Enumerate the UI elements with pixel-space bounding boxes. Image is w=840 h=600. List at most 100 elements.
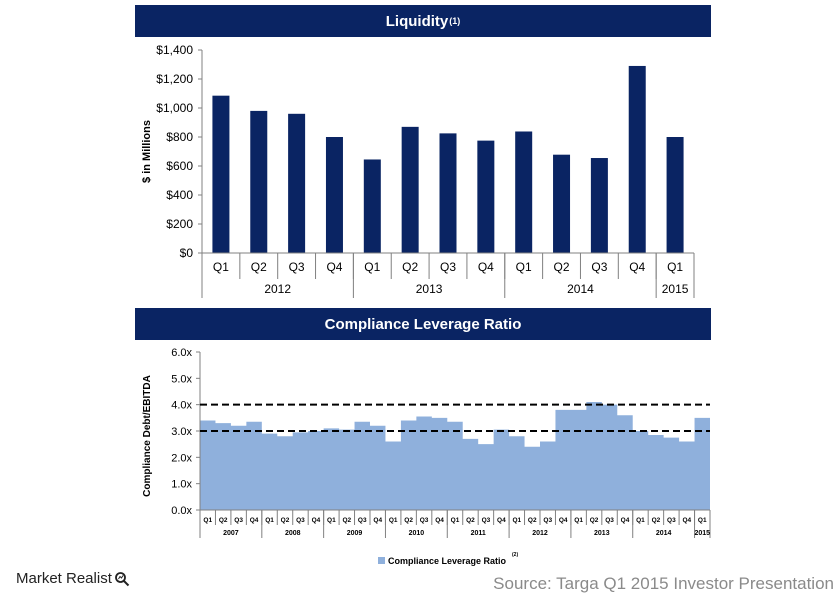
y-tick-label: $400 xyxy=(166,188,193,202)
x-tick-label: Q1 xyxy=(451,517,460,524)
y-tick-label: 2.0x xyxy=(171,452,192,464)
x-tick-label: Q2 xyxy=(251,260,267,274)
y-axis-title: Compliance Debt/EBITDA xyxy=(142,375,153,497)
bar xyxy=(477,140,495,253)
liquidity-title-footnote: (1) xyxy=(449,16,461,26)
x-tick-label: Q2 xyxy=(466,517,475,524)
bar xyxy=(212,95,230,253)
liquidity-title-banner: Liquidity (1) xyxy=(135,5,711,37)
x-group-label: 2014 xyxy=(656,530,672,537)
x-tick-label: Q3 xyxy=(420,517,429,524)
leverage-area-chart: 0.0x 1.0x 2.0x 3.0x 4.0x 5.0x 6.0x Compliance D… xyxy=(142,347,711,566)
x-group-label: 2015 xyxy=(694,530,710,537)
bar xyxy=(288,113,306,253)
x-tick-label: Q2 xyxy=(402,260,418,274)
leverage-title-banner: Compliance Leverage Ratio xyxy=(135,308,711,340)
x-tick-label: Q2 xyxy=(652,517,661,524)
liquidity-bar-chart: $0 $200 $400 $600 $800 $1,000 $1,200 $1,400 $ in… xyxy=(141,43,695,298)
x-group-label: 2008 xyxy=(285,530,301,537)
x-tick-label: Q1 xyxy=(516,260,532,274)
legend-swatch xyxy=(378,557,385,564)
x-tick-label: Q4 xyxy=(629,260,645,274)
x-group-label: 2015 xyxy=(662,282,689,296)
y-tick-label: 6.0x xyxy=(171,347,192,359)
x-group-label: 2011 xyxy=(471,530,486,537)
x-tick-label: Q2 xyxy=(219,517,228,524)
y-tick-label: $1,200 xyxy=(156,72,193,86)
y-tick-label: 4.0x xyxy=(171,400,192,412)
x-tick-label: Q3 xyxy=(358,517,367,524)
x-tick-label: Q4 xyxy=(478,260,494,274)
y-tick-label: $0 xyxy=(180,246,194,260)
x-tick-label: Q4 xyxy=(312,517,321,524)
bar xyxy=(439,133,457,253)
legend-label: Compliance Leverage Ratio xyxy=(388,556,507,566)
x-tick-label: Q2 xyxy=(404,517,413,524)
y-tick-label: $1,400 xyxy=(156,43,193,57)
bar xyxy=(515,131,533,253)
y-axis-title: $ in Millions xyxy=(141,120,153,183)
logo-text: Market Realist xyxy=(16,570,112,587)
legend: Compliance Leverage Ratio (2) xyxy=(378,552,518,566)
leverage-title: Compliance Leverage Ratio xyxy=(324,315,522,333)
y-tick-label: 3.0x xyxy=(171,426,192,438)
x-tick-label: Q1 xyxy=(203,517,212,524)
x-tick-label: Q4 xyxy=(373,517,382,524)
x-tick-label: Q4 xyxy=(326,260,342,274)
x-tick-label: Q3 xyxy=(667,517,676,524)
x-group-label: 2012 xyxy=(264,282,291,296)
y-tick-label: 1.0x xyxy=(171,479,192,491)
magnifier-icon xyxy=(114,571,130,586)
x-tick-label: Q4 xyxy=(559,517,568,524)
bar xyxy=(666,137,684,253)
x-tick-label: Q2 xyxy=(342,517,351,524)
x-tick-label: Q3 xyxy=(482,517,491,524)
x-tick-label: Q1 xyxy=(667,260,683,274)
y-tick-label: $800 xyxy=(166,130,193,144)
x-tick-label: Q3 xyxy=(543,517,552,524)
x-group-label: 2009 xyxy=(347,530,363,537)
x-tick-label: Q1 xyxy=(698,517,707,524)
x-tick-label: Q1 xyxy=(574,517,583,524)
x-tick-label: Q4 xyxy=(682,517,691,524)
x-group-label: 2013 xyxy=(594,530,610,537)
market-realist-logo: Market Realist xyxy=(16,570,130,587)
x-tick-label: Q3 xyxy=(289,260,305,274)
source-note: Source: Targa Q1 2015 Investor Presentat… xyxy=(493,574,834,593)
x-tick-label: Q1 xyxy=(512,517,521,524)
bar xyxy=(590,158,608,253)
x-tick-label: Q2 xyxy=(554,260,570,274)
x-group-label: 2007 xyxy=(223,530,239,537)
bar xyxy=(401,126,419,253)
bar xyxy=(628,65,646,253)
x-group-label: 2012 xyxy=(532,530,548,537)
x-tick-label: Q2 xyxy=(281,517,290,524)
liquidity-title: Liquidity xyxy=(385,12,449,30)
bar xyxy=(325,137,343,253)
x-tick-label: Q3 xyxy=(296,517,305,524)
x-tick-label: Q4 xyxy=(435,517,444,524)
leverage-area xyxy=(200,402,710,510)
y-tick-label: 0.0x xyxy=(171,505,192,517)
x-group-label: 2010 xyxy=(409,530,425,537)
x-tick-label: Q4 xyxy=(497,517,506,524)
y-tick-label: $200 xyxy=(166,217,193,231)
x-tick-label: Q3 xyxy=(234,517,243,524)
x-group-label: 2013 xyxy=(416,282,443,296)
x-tick-label: Q4 xyxy=(621,517,630,524)
x-tick-label: Q1 xyxy=(636,517,645,524)
x-tick-label: Q1 xyxy=(213,260,229,274)
x-tick-label: Q2 xyxy=(590,517,599,524)
x-tick-label: Q1 xyxy=(389,517,398,524)
x-group-label: 2014 xyxy=(567,282,594,296)
x-tick-label: Q3 xyxy=(605,517,614,524)
y-tick-label: $600 xyxy=(166,159,193,173)
legend-footnote: (2) xyxy=(512,552,518,558)
x-tick-label: Q4 xyxy=(250,517,259,524)
x-tick-label: Q1 xyxy=(265,517,274,524)
y-tick-label: 5.0x xyxy=(171,373,192,385)
x-tick-label: Q1 xyxy=(327,517,336,524)
bar xyxy=(250,110,268,254)
x-tick-label: Q2 xyxy=(528,517,537,524)
x-tick-label: Q3 xyxy=(440,260,456,274)
